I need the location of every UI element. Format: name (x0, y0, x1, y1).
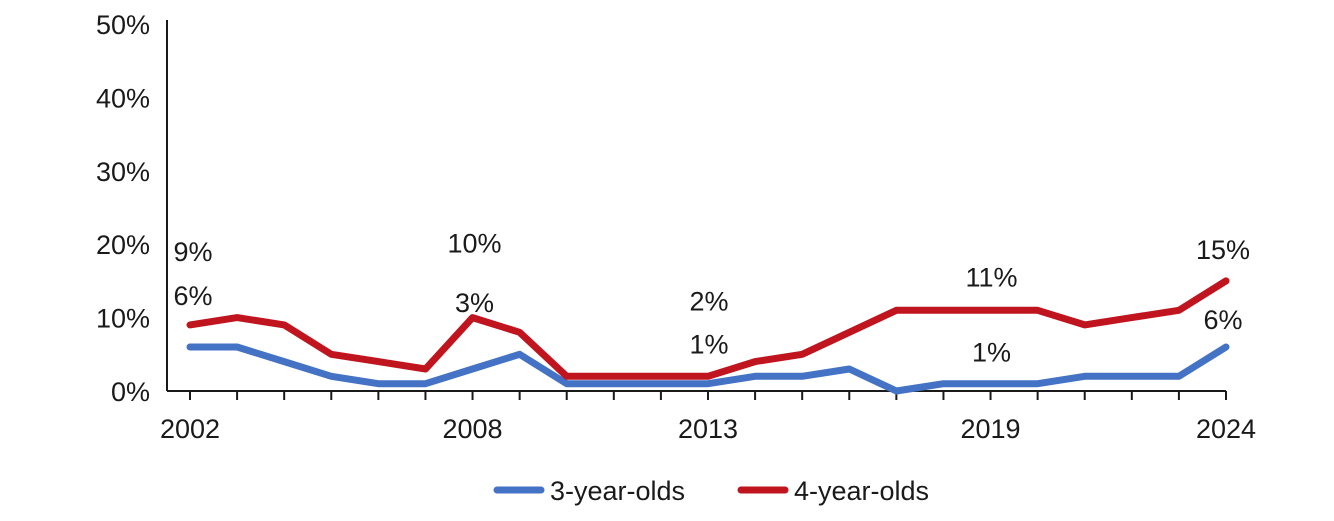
series-line-1 (186, 343, 1230, 395)
legend-label: 3-year-olds (550, 476, 685, 506)
y-tick-label: 40% (96, 83, 150, 113)
x-tick-label: 2002 (160, 414, 220, 444)
data-label: 10% (448, 229, 502, 259)
data-label: 11% (966, 262, 1018, 292)
data-label: 1% (972, 338, 1011, 368)
series-line-2 (186, 277, 1230, 380)
legend-label: 4-year-olds (794, 476, 929, 506)
data-label: 2% (689, 286, 728, 316)
y-tick-label: 30% (96, 157, 150, 187)
x-tick-label: 2019 (961, 414, 1021, 444)
data-label: 1% (689, 330, 728, 360)
data-label: 3% (455, 288, 494, 318)
x-tick-label: 2008 (443, 414, 503, 444)
data-label: 6% (1203, 305, 1242, 335)
x-tick-label: 2013 (678, 414, 738, 444)
y-tick-label: 0% (111, 377, 150, 407)
data-label: 9% (173, 237, 212, 267)
y-tick-label: 10% (96, 304, 150, 334)
y-tick-label: 50% (96, 10, 150, 40)
data-label: 6% (173, 281, 212, 311)
y-tick-label: 20% (96, 230, 150, 260)
x-tick-label: 2024 (1196, 414, 1256, 444)
data-label: 15% (1196, 235, 1250, 265)
